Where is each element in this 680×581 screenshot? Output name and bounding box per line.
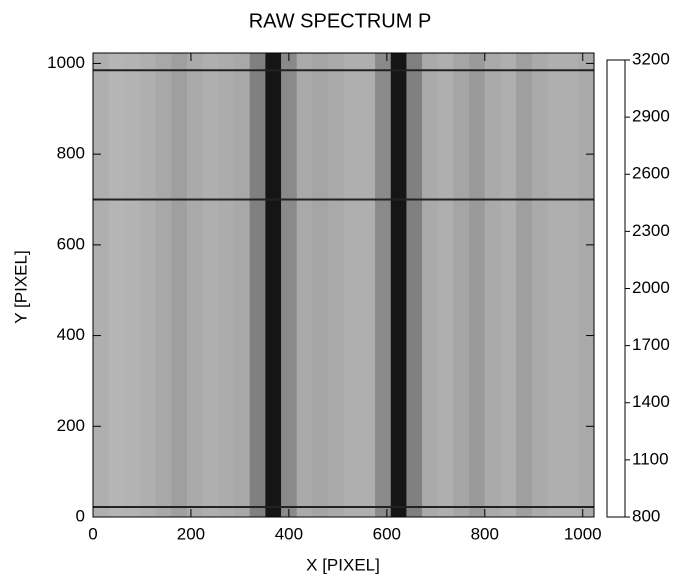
- plot-frame: [92, 52, 595, 518]
- image: [93, 53, 595, 517]
- image-column: [469, 53, 486, 517]
- image-column: [453, 53, 470, 517]
- image-column: [187, 53, 204, 517]
- image-column: [108, 53, 125, 517]
- y-axis-label: Y [PIXEL]: [11, 250, 30, 323]
- image-column: [437, 53, 454, 517]
- chart-title: RAW SPECTRUM P: [249, 10, 432, 32]
- colorbar-tick-label: 2000: [632, 278, 670, 297]
- image-column: [531, 53, 548, 517]
- x-tick-label: 800: [471, 524, 499, 543]
- image-column: [296, 53, 313, 517]
- image-column: [249, 53, 266, 517]
- colorbar-tick-label: 2600: [632, 164, 670, 183]
- image-column: [140, 53, 157, 517]
- y-tick-label: 0: [76, 506, 85, 525]
- image-column: [375, 53, 392, 517]
- image-column: [547, 53, 564, 517]
- image-column: [390, 53, 407, 517]
- image-column: [312, 53, 329, 517]
- y-tick-label: 200: [57, 416, 85, 435]
- image-column: [359, 53, 376, 517]
- image-column: [218, 53, 235, 517]
- image-column: [500, 53, 517, 517]
- image-column: [578, 53, 595, 517]
- y-tick-label: 1000: [47, 53, 85, 72]
- x-tick-label: 200: [177, 524, 205, 543]
- colorbar-tick-label: 3200: [632, 49, 670, 68]
- x-tick-label: 400: [275, 524, 303, 543]
- image-column: [265, 53, 282, 517]
- x-tick-label: 600: [373, 524, 401, 543]
- image-column: [202, 53, 219, 517]
- x-axis-label: X [PIXEL]: [306, 555, 380, 574]
- image-column: [406, 53, 423, 517]
- image-column: [484, 53, 501, 517]
- image-column: [171, 53, 188, 517]
- colorbar-tick-label: 1100: [632, 449, 669, 468]
- image-column: [124, 53, 141, 517]
- image-column: [422, 53, 439, 517]
- y-tick-label: 400: [57, 325, 85, 344]
- x-tick-label: 0: [88, 524, 97, 543]
- image-column: [563, 53, 580, 517]
- colorbar: [606, 59, 626, 518]
- image-column: [155, 53, 172, 517]
- y-tick-label: 800: [57, 144, 85, 163]
- image-column: [328, 53, 345, 517]
- x-tick-label: 1000: [564, 524, 602, 543]
- y-tick-label: 600: [57, 234, 85, 253]
- colorbar-tick-label: 1400: [632, 392, 670, 411]
- colorbar-tick-label: 800: [632, 506, 660, 525]
- colorbar-tick-label: 2900: [632, 107, 670, 126]
- colorbar-tick-label: 2300: [632, 221, 670, 240]
- image-column: [516, 53, 533, 517]
- image-column: [234, 53, 251, 517]
- image-column: [343, 53, 360, 517]
- image-column: [93, 53, 110, 517]
- colorbar-tick-label: 1700: [632, 335, 670, 354]
- image-column: [281, 53, 298, 517]
